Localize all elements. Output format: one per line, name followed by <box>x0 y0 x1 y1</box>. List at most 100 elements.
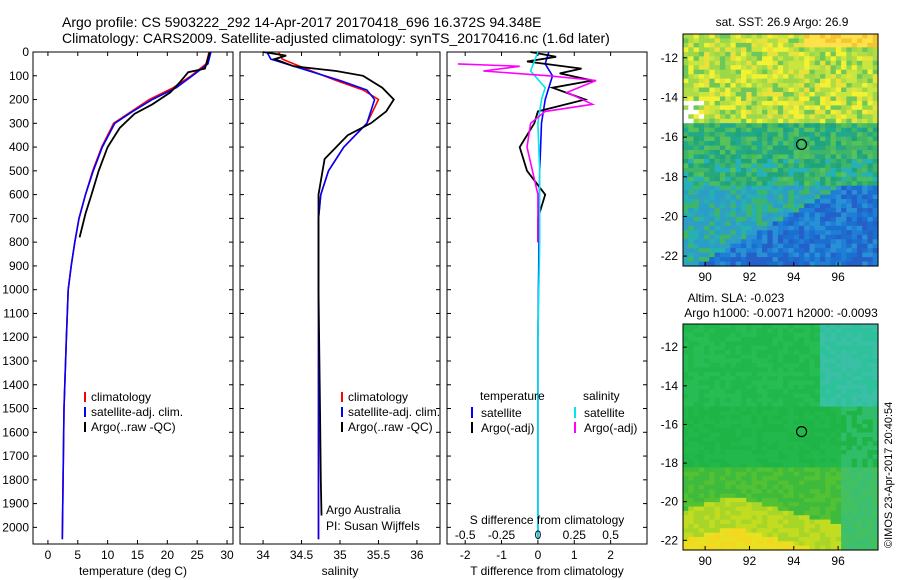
sst_map-heatmap-cell <box>788 132 795 138</box>
sst_map-heatmap-cell <box>688 69 695 75</box>
sst_map-heatmap-cell <box>820 92 826 98</box>
sla_map-heatmap-cell <box>735 441 742 447</box>
sst_map-heatmap-cell <box>814 51 821 57</box>
sst_map-heatmap-cell <box>846 190 853 196</box>
sla_map-heatmap-cell <box>820 402 826 408</box>
sla_map-heatmap-cell <box>830 532 837 538</box>
sla_map-heatmap-cell <box>767 428 774 434</box>
sla_map-heatmap-cell <box>783 328 790 334</box>
sst_map-heatmap-cell <box>704 141 710 147</box>
sst_map-heatmap-cell <box>867 190 874 196</box>
sla_map-heatmap-cell <box>798 354 805 360</box>
sst_map-heatmap-cell <box>714 185 721 191</box>
sla_map-heatmap-cell <box>804 376 811 382</box>
sla_map-heatmap-cell <box>814 354 821 360</box>
sla_map-heatmap-cell <box>746 423 753 429</box>
sst_map-heatmap-cell <box>835 221 842 227</box>
sst_map-heatmap-cell <box>730 51 737 57</box>
sst_map-heatmap-cell <box>698 208 705 214</box>
sst_map-heatmap-cell <box>793 199 800 205</box>
sla_map-heatmap-cell <box>709 523 716 529</box>
sst_map-heatmap-cell <box>709 127 716 133</box>
sla_map-heatmap-cell <box>788 484 795 490</box>
sla_map-heatmap-cell <box>746 371 753 377</box>
sla_map-heatmap-cell <box>756 484 763 490</box>
sst_map-heatmap-cell <box>698 56 705 62</box>
sla_map-heatmap-cell <box>714 350 721 356</box>
sst_map-heatmap-cell <box>788 212 795 218</box>
sla_map-heatmap-cell <box>730 493 737 499</box>
sst_map-heatmap-cell <box>740 60 747 66</box>
sla_map-heatmap-cell <box>872 354 879 360</box>
sla_map-heatmap-cell <box>688 393 695 399</box>
sst_map-heatmap-cell <box>756 212 763 218</box>
sla_map-heatmap-cell <box>725 497 732 503</box>
sst_map-heatmap-cell <box>851 60 858 66</box>
sla_map-heatmap-cell <box>841 423 847 429</box>
sla_map-heatmap-cell <box>793 519 800 525</box>
sla_map-heatmap-cell <box>783 367 790 373</box>
sla_map-heatmap-cell <box>851 428 858 434</box>
sla_map-heatmap-cell <box>767 441 774 447</box>
sst_map-heatmap-cell <box>735 221 742 227</box>
sst_map-heatmap-cell <box>767 150 774 156</box>
sst_map-heatmap-cell <box>730 239 737 245</box>
sst_map-heatmap-cell <box>735 34 742 40</box>
sla_map-heatmap-cell <box>841 536 847 542</box>
sla_map-heatmap-cell <box>846 437 853 442</box>
sla_map-heatmap-cell <box>719 337 726 342</box>
sla_map-heatmap-cell <box>683 489 689 495</box>
sst_map-heatmap-cell <box>777 92 784 98</box>
sst_map-heatmap-cell <box>704 167 710 173</box>
sst_map-heatmap-cell <box>693 42 700 48</box>
sst_map-heatmap-cell <box>751 190 758 196</box>
sla_map-heatmap-cell <box>862 441 869 447</box>
sla_map-heatmap-cell <box>698 515 705 521</box>
sla_map-heatmap-cell <box>793 489 800 495</box>
sst_map-heatmap-cell <box>814 118 821 124</box>
sst_map-heatmap-cell <box>820 96 826 102</box>
sla_map-heatmap-cell <box>714 523 721 529</box>
sla_map-heatmap-cell <box>730 419 737 425</box>
sst_map-heatmap-cell <box>772 176 779 182</box>
sst_map-heatmap-cell <box>698 87 705 93</box>
sla_map-heatmap-cell <box>746 536 753 542</box>
sst_map-heatmap-cell <box>714 239 721 245</box>
sst_map-heatmap-cell <box>704 92 710 98</box>
sla_map-heatmap-cell <box>862 519 869 525</box>
sla_map-heatmap-cell <box>835 410 842 416</box>
sla_map-heatmap-cell <box>830 454 837 460</box>
sst_map-heatmap-cell <box>867 100 874 106</box>
sla_map-heatmap-cell <box>693 450 700 455</box>
sst_map-heatmap-cell <box>793 87 800 93</box>
sst_map-heatmap-cell <box>788 83 795 89</box>
sst_map-heatmap-cell <box>804 127 811 133</box>
sla_map-heatmap-cell <box>725 341 732 347</box>
sla_map-heatmap-cell <box>762 532 768 538</box>
sst_map-heatmap-cell <box>688 230 695 236</box>
sst_map-heatmap-cell <box>835 56 842 62</box>
sla_map-heatmap-cell <box>872 428 879 434</box>
sst_map-heatmap-cell <box>809 167 816 173</box>
sla_map-heatmap-cell <box>709 371 716 377</box>
sst_map-heatmap-cell <box>704 261 710 267</box>
sst_map-heatmap-cell <box>746 96 753 102</box>
sst_map-heatmap-cell <box>704 118 710 124</box>
sla_map-heatmap-cell <box>767 332 774 338</box>
sst_map-heatmap-cell <box>835 150 842 156</box>
sla_map-heatmap-cell <box>777 463 784 469</box>
sst_map-heatmap-cell <box>709 105 716 111</box>
sst_map-heatmap-cell <box>746 230 753 236</box>
sla_map-heatmap-cell <box>809 384 816 390</box>
sla_map-heatmap-cell <box>825 471 832 477</box>
sla_map-heatmap-cell <box>762 393 768 399</box>
sst_map-heatmap-cell <box>872 74 879 80</box>
sst_map-heatmap-cell <box>777 208 784 214</box>
sla_map-heatmap-cell <box>725 454 732 460</box>
sst_map-heatmap-cell <box>709 60 716 66</box>
sst_map-heatmap-cell <box>762 47 768 53</box>
sst_map-heatmap-cell <box>767 261 774 267</box>
sst_map-heatmap-cell <box>872 190 879 196</box>
sst_map-heatmap-cell <box>830 38 837 44</box>
sst_map-heatmap-cell <box>735 194 742 200</box>
